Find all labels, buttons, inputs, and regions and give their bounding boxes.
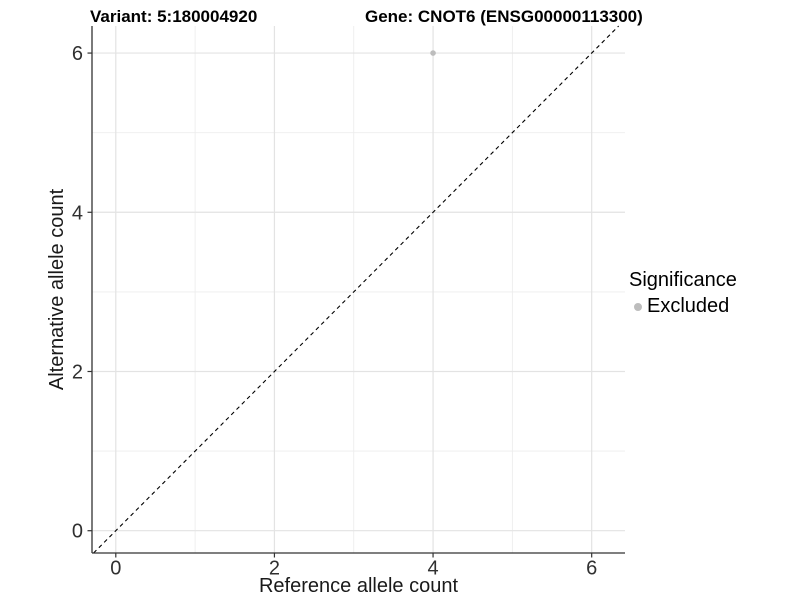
- legend-item-excluded: Excluded: [629, 295, 737, 318]
- y-axis-title: Alternative allele count: [46, 188, 68, 390]
- y-tick-label: 6: [72, 43, 83, 65]
- x-tick-label: 6: [586, 558, 597, 580]
- plot-title-variant: Variant: 5:180004920: [90, 7, 258, 26]
- legend: Significance Excluded: [629, 269, 737, 318]
- data-point-excluded: [430, 50, 436, 56]
- identity-line: [93, 25, 620, 554]
- x-tick-label: 4: [427, 558, 438, 580]
- y-tick-label: 4: [72, 202, 83, 224]
- x-tick-label: 0: [110, 558, 121, 580]
- legend-item-label: Excluded: [647, 295, 730, 317]
- legend-key-dot-icon: [634, 302, 642, 311]
- legend-title: Significance: [629, 269, 737, 291]
- x-tick-label: 2: [269, 558, 280, 580]
- plot-title-gene: Gene: CNOT6 (ENSG00000113300): [365, 7, 643, 26]
- y-tick-label: 0: [72, 521, 83, 543]
- y-tick-label: 2: [72, 361, 83, 383]
- x-axis-title: Reference allele count: [259, 575, 458, 597]
- legend-items: Excluded: [629, 295, 737, 318]
